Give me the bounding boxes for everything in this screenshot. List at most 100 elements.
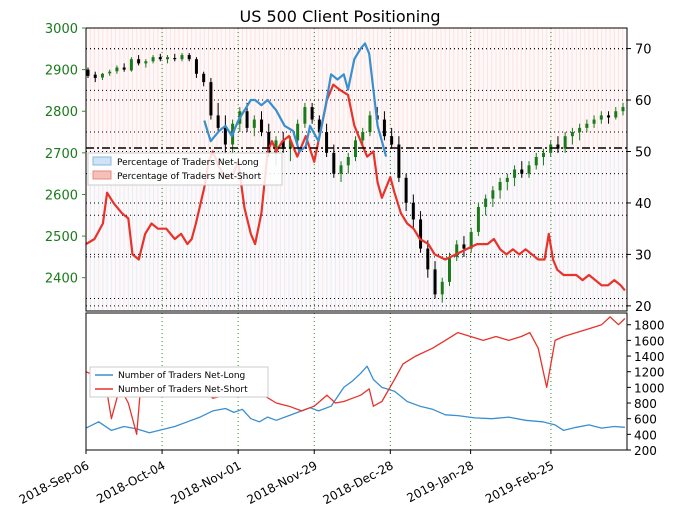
candle-body — [325, 132, 329, 153]
candle-body — [187, 55, 191, 60]
percent-axis: 70 60 50 40 30 20 — [627, 43, 652, 315]
date-tick-label: 2019-Jan-28 — [404, 458, 476, 505]
candle-body — [115, 67, 119, 72]
price-tick-label: 2900 — [45, 64, 78, 79]
candle-body — [122, 67, 126, 70]
candle-body — [252, 119, 256, 128]
price-tick-label: 2800 — [45, 105, 78, 120]
candle-body — [354, 140, 357, 158]
count-tick-label: 1200 — [634, 366, 665, 380]
candle-body — [296, 123, 300, 141]
candle-body — [541, 152, 545, 158]
candle-body — [534, 157, 538, 166]
candle-body — [476, 206, 480, 232]
candle-body — [527, 165, 531, 174]
candle-body — [332, 152, 336, 174]
candle-body — [303, 107, 307, 124]
candle-body — [100, 73, 104, 78]
count-tick-label: 400 — [634, 428, 657, 442]
series-line — [85, 365, 625, 434]
bottom-legend: Number of Traders Net-Long Number of Tra… — [89, 366, 269, 398]
candle-body — [621, 107, 625, 112]
candle-body — [484, 198, 488, 207]
candle-body — [520, 169, 524, 174]
candle-body — [390, 136, 394, 145]
count-tick-label: 600 — [634, 413, 657, 427]
price-axis: 3000 2900 2800 2700 2600 2500 2400 — [45, 22, 86, 287]
date-tick-label: 2018-Dec-28 — [321, 458, 396, 507]
candle-body — [578, 127, 582, 133]
candle-body — [194, 59, 198, 74]
bottom-legend-box — [89, 366, 269, 398]
candle-body — [419, 219, 423, 249]
candle-body — [151, 57, 155, 62]
price-tick-label: 2700 — [45, 147, 78, 162]
legend-count-short-label: Number of Traders Net-Short — [118, 385, 248, 395]
percent-tick-label: 60 — [635, 94, 652, 109]
date-tick-label: 2018-Oct-04 — [94, 458, 167, 506]
date-tick-label: 2018-Nov-01 — [168, 458, 243, 507]
date-tick-label: 2019-Feb-25 — [483, 458, 556, 506]
percent-tick-label: 50 — [635, 145, 652, 160]
candle-body — [455, 244, 459, 257]
candle-body — [599, 115, 603, 120]
percent-lines — [85, 42, 626, 292]
series-line — [203, 42, 388, 157]
candle-body — [209, 82, 213, 116]
price-tick-label: 2500 — [45, 230, 78, 245]
count-tick-label: 1600 — [634, 334, 665, 348]
legend-net-short-label: Percentage of Traders Net-Short — [117, 172, 262, 182]
count-tick-label: 1800 — [634, 319, 665, 333]
candle-body — [180, 55, 184, 60]
candle-body — [505, 177, 509, 182]
candle-body — [173, 57, 177, 60]
percent-tick-label: 30 — [635, 248, 652, 263]
top-legend-box — [87, 152, 283, 186]
candle-body — [498, 181, 502, 191]
candle-body — [216, 115, 220, 128]
price-tick-label: 2400 — [45, 272, 78, 287]
candle-body — [274, 140, 278, 153]
date-tick-label: 2018-Sep-06 — [17, 458, 92, 507]
candle-body — [469, 231, 473, 249]
candle-body — [202, 73, 206, 83]
candle-body — [339, 165, 343, 174]
candle-body — [281, 140, 285, 149]
price-tick-label: 3000 — [45, 22, 78, 37]
candle-body — [158, 57, 162, 60]
candle-body — [267, 132, 271, 153]
candle-body — [93, 74, 97, 78]
candle-body — [592, 119, 596, 124]
candle-body — [404, 177, 408, 203]
percent-tick-label: 40 — [635, 197, 652, 212]
candle-body — [585, 123, 589, 128]
legend-count-long-label: Number of Traders Net-Long — [118, 371, 245, 381]
candle-body — [513, 169, 517, 178]
chart-title: US 500 Client Positioning — [239, 7, 440, 26]
top-legend: Percentage of Traders Net-Long Percentag… — [87, 152, 283, 186]
candle-body — [361, 132, 365, 141]
count-tick-label: 200 — [634, 444, 657, 458]
legend-net-long-label: Percentage of Traders Net-Long — [117, 158, 259, 168]
candle-body — [129, 59, 133, 71]
count-tick-label: 1000 — [634, 381, 665, 395]
candle-body — [433, 269, 437, 295]
price-tick-label: 2600 — [45, 188, 78, 203]
candle-body — [368, 115, 372, 133]
candle-body — [260, 119, 264, 133]
candle-body — [563, 136, 567, 149]
candle-body — [310, 107, 314, 120]
count-tick-label: 800 — [634, 397, 657, 411]
series-line — [85, 83, 626, 292]
candle-body — [346, 157, 350, 166]
top-shading — [85, 28, 624, 311]
candle-body — [245, 111, 249, 128]
candle-body — [223, 127, 227, 145]
top-panel-frame — [85, 27, 628, 312]
percent-tick-label: 20 — [635, 300, 652, 315]
candle-body — [491, 190, 495, 199]
candle-body — [144, 61, 148, 64]
candle-body — [426, 248, 430, 270]
